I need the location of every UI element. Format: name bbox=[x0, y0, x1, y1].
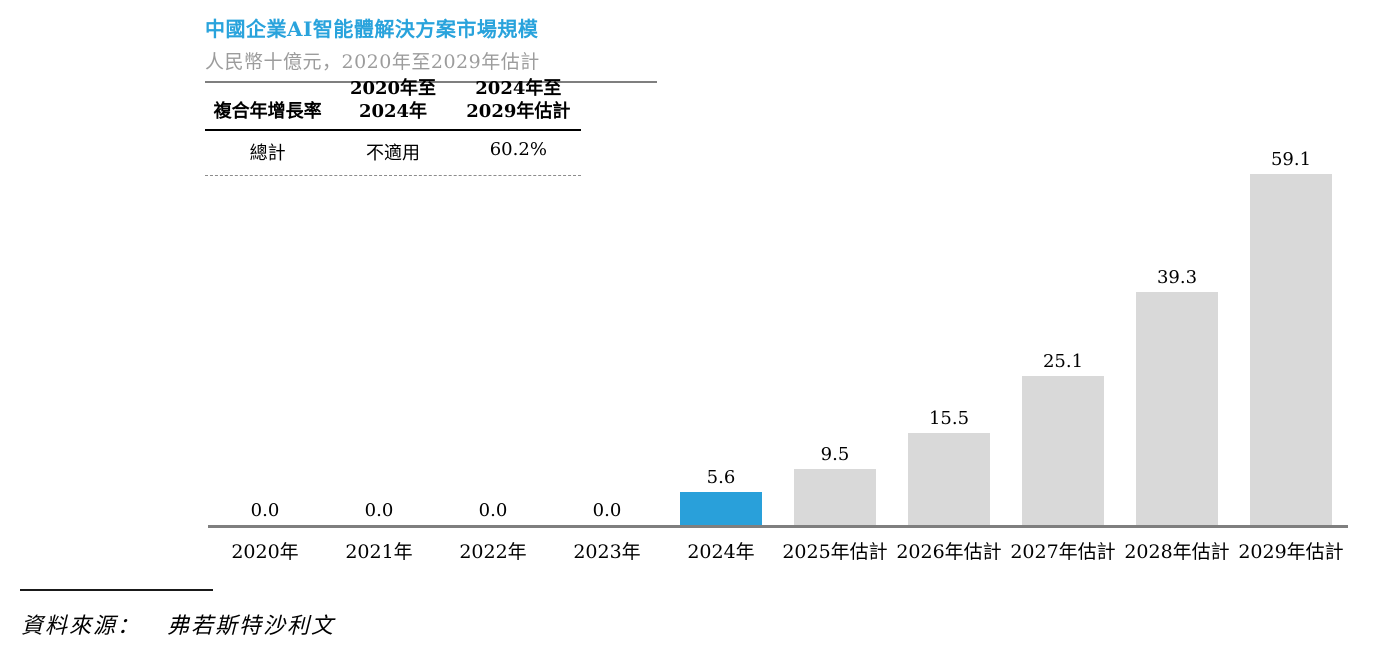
bar-2028年估計 bbox=[1136, 292, 1218, 525]
x-axis-label-2023年: 2023年 bbox=[573, 541, 641, 563]
x-axis-label-2021年: 2021年 bbox=[345, 541, 413, 563]
bar-2024年 bbox=[680, 492, 762, 525]
bar-value-label-2027年估計: 25.1 bbox=[1042, 351, 1084, 372]
bar-value-label-2029年估計: 59.1 bbox=[1270, 149, 1312, 170]
cagr-table: 複合年增長率 2020年至 2024年 2024年至 2029年估計 總計 不適… bbox=[205, 78, 581, 176]
bar-group-2023年: 0.0 bbox=[550, 500, 664, 525]
x-axis-line bbox=[208, 525, 1348, 528]
bar-value-label-2022年: 0.0 bbox=[478, 500, 508, 521]
bar-chart-plot-area: 0.0 0.0 0.0 0.0 5.6 9.5 15.5 25.1 39.3 59.1 bbox=[208, 135, 1348, 525]
bar-value-label-2021年: 0.0 bbox=[364, 500, 394, 521]
x-axis-label-2028年估計: 2028年估計 bbox=[1124, 541, 1230, 563]
bar-2025年估計 bbox=[794, 469, 876, 525]
x-axis-label-2024年: 2024年 bbox=[687, 541, 755, 563]
bar-value-label-2020年: 0.0 bbox=[250, 500, 280, 521]
cagr-table-header-row: 複合年增長率 2020年至 2024年 2024年至 2029年估計 bbox=[205, 78, 581, 131]
bar-group-2020年: 0.0 bbox=[208, 500, 322, 525]
x-axis-label-2020年: 2020年 bbox=[231, 541, 299, 563]
chart-title: 中國企業AI智能體解決方案市場規模 bbox=[205, 17, 539, 41]
bar-group-2027年估計: 25.1 bbox=[1006, 351, 1120, 525]
cagr-table-data-row: 總計 不適用 60.2% bbox=[205, 131, 581, 176]
bar-group-2029年估計: 59.1 bbox=[1234, 149, 1348, 525]
bar-chart: 0.0 0.0 0.0 0.0 5.6 9.5 15.5 25.1 39.3 59.1 2020年… bbox=[208, 135, 1348, 564]
x-axis-label-2027年估計: 2027年估計 bbox=[1010, 541, 1116, 563]
cagr-header-metric: 複合年增長率 bbox=[213, 100, 322, 122]
cagr-header-2024-2029-line1: 2024年至 bbox=[475, 78, 562, 99]
bar-value-label-2024年: 5.6 bbox=[706, 467, 736, 488]
bar-group-2021年: 0.0 bbox=[322, 500, 436, 525]
bar-2026年估計 bbox=[908, 433, 990, 525]
bar-group-2022年: 0.0 bbox=[436, 500, 550, 525]
bar-group-2026年估計: 15.5 bbox=[892, 408, 1006, 525]
cagr-row-label: 總計 bbox=[249, 143, 286, 164]
source-note: 資料來源： 弗若斯特沙利文 bbox=[21, 608, 335, 640]
bar-value-label-2026年估計: 15.5 bbox=[928, 408, 970, 429]
cagr-row-2020-2024-value: 不適用 bbox=[365, 143, 420, 164]
bar-value-label-2023年: 0.0 bbox=[592, 500, 622, 521]
bar-value-label-2028年估計: 39.3 bbox=[1156, 267, 1198, 288]
bar-group-2025年估計: 9.5 bbox=[778, 444, 892, 525]
x-axis-label-2022年: 2022年 bbox=[459, 541, 527, 563]
bar-2027年估計 bbox=[1022, 376, 1104, 525]
cagr-header-2024-2029: 2024年至 2029年估計 bbox=[456, 78, 581, 123]
bar-value-label-2025年估計: 9.5 bbox=[820, 444, 850, 465]
source-label: 資料來源： bbox=[21, 614, 142, 639]
cagr-row-2024-2029-value: 60.2% bbox=[489, 139, 547, 160]
x-axis-labels: 2020年 2021年 2022年 2023年 2024年 2025年估計 2026年估計 2… bbox=[208, 537, 1348, 564]
cagr-header-2020-2024-line1: 2020年至 bbox=[349, 78, 437, 99]
x-axis-label-2025年估計: 2025年估計 bbox=[782, 541, 888, 563]
footnote-rule bbox=[20, 589, 213, 591]
bar-group-2024年: 5.6 bbox=[664, 467, 778, 525]
cagr-header-2020-2024: 2020年至 2024年 bbox=[330, 78, 455, 123]
bar-2029年估計 bbox=[1250, 174, 1332, 525]
x-axis-label-2026年估計: 2026年估計 bbox=[896, 541, 1002, 563]
cagr-header-2020-2024-line2: 2024年 bbox=[358, 100, 428, 122]
source-value: 弗若斯特沙利文 bbox=[167, 614, 336, 639]
chart-header: 中國企業AI智能體解決方案市場規模 人民幣十億元，2020年至2029年估計 bbox=[205, 13, 657, 83]
cagr-header-2024-2029-line2: 2029年估計 bbox=[466, 100, 571, 122]
chart-subtitle: 人民幣十億元，2020年至2029年估計 bbox=[205, 51, 540, 73]
x-axis-label-2029年估計: 2029年估計 bbox=[1238, 541, 1344, 563]
bar-group-2028年估計: 39.3 bbox=[1120, 267, 1234, 525]
